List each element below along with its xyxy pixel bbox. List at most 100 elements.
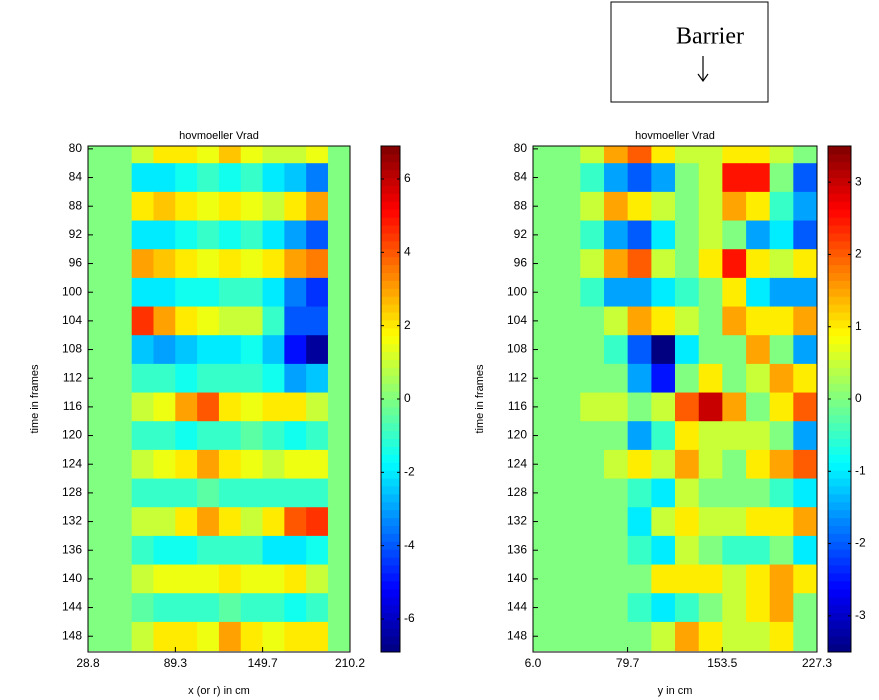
heat-cell [284, 507, 307, 537]
colorbar-step [381, 620, 400, 629]
colorbar-step [381, 644, 400, 653]
colorbar-tick-label: -2 [855, 536, 866, 550]
colorbar-step [381, 304, 400, 313]
heat-cell [284, 421, 307, 451]
heat-cell [604, 593, 629, 623]
y-tick-label: 148 [507, 628, 527, 642]
colorbar-tick-label: 1 [855, 319, 862, 333]
heat-cell [698, 478, 723, 508]
heat-cell [109, 249, 133, 279]
heat-cell [627, 593, 652, 623]
heat-cell [627, 249, 652, 279]
heat-cell [88, 163, 111, 193]
heat-cell [197, 335, 220, 365]
y-tick-label: 92 [514, 227, 528, 241]
heat-cell [327, 220, 350, 250]
heat-cell [580, 421, 605, 451]
heat-cell [580, 593, 605, 623]
colorbar-step [828, 319, 851, 329]
heat-cell [306, 449, 329, 480]
heat-cell [604, 146, 629, 164]
heat-cell [218, 277, 242, 308]
heat-cell [698, 535, 723, 566]
heat-cell [627, 220, 652, 250]
heat-cell [88, 535, 111, 566]
x-axis-label: x (or r) in cm [188, 685, 250, 697]
heat-cell [88, 220, 111, 250]
heat-cell [197, 306, 220, 336]
colorbar-step [828, 264, 851, 273]
heat-cell [306, 507, 329, 537]
heat-cell [580, 277, 605, 308]
heat-cell [722, 277, 747, 308]
heat-cell [197, 191, 220, 222]
heat-cell [580, 621, 605, 652]
heat-cell [769, 249, 794, 279]
heat-cell [197, 163, 220, 193]
heat-cell [88, 449, 111, 480]
colorbar-step [828, 478, 851, 487]
colorbar-step [381, 193, 400, 202]
heat-cell [769, 421, 794, 451]
heat-cell [746, 507, 771, 537]
x-axis-label: y in cm [658, 685, 693, 697]
y-tick-label: 96 [514, 256, 528, 270]
heat-cell [722, 507, 747, 537]
heat-cell [327, 363, 350, 394]
heat-cell [793, 621, 817, 652]
heat-cell [746, 449, 771, 480]
heat-cell [284, 449, 307, 480]
heat-cell [627, 449, 652, 480]
heat-cell [306, 421, 329, 451]
colorbar-step [828, 636, 851, 645]
heat-cell [604, 220, 629, 250]
heat-cell [284, 306, 307, 336]
colorbar-step [828, 422, 851, 432]
heat-cell [698, 564, 723, 594]
heat-cell [218, 593, 242, 623]
heat-cell [131, 421, 154, 451]
y-tick-label: 104 [62, 313, 82, 327]
colorbar-step [828, 580, 851, 590]
colorbar-step [828, 517, 851, 526]
heat-cell [556, 478, 581, 508]
heat-cell [675, 249, 700, 279]
heat-cell [262, 449, 285, 480]
heat-cell [109, 535, 133, 566]
heat-cell [175, 306, 198, 336]
colorbar-tick-label: 0 [855, 391, 862, 405]
colorbar-step [381, 296, 400, 305]
heat-cell [306, 392, 329, 422]
colorbar-step [381, 185, 400, 194]
heat-cell [746, 220, 771, 250]
colorbar-step [828, 225, 851, 234]
heat-cell [746, 163, 771, 193]
heat-cell [556, 392, 581, 422]
x-tick-label: 149.7 [248, 656, 278, 670]
heat-cell [262, 478, 285, 508]
heat-cell [175, 593, 198, 623]
colorbar-step [381, 256, 400, 266]
heat-cell [109, 163, 133, 193]
heat-cell [580, 507, 605, 537]
colorbar-step [828, 462, 851, 471]
heat-cell [175, 363, 198, 394]
heat-cell [175, 220, 198, 250]
heat-cell [556, 593, 581, 623]
heat-cell [240, 535, 264, 566]
heat-cell [197, 449, 220, 480]
y-tick-label: 116 [63, 399, 82, 413]
colorbar-step [828, 185, 851, 194]
heat-cell [262, 163, 285, 193]
heat-cell [651, 306, 676, 336]
heat-cell [197, 249, 220, 279]
colorbar-step [828, 509, 851, 519]
colorbar-step [828, 256, 851, 266]
heat-cell [556, 335, 581, 365]
colorbar-step [828, 454, 851, 463]
heat-cell [306, 335, 329, 365]
heat-cell [109, 306, 133, 336]
heat-cell [722, 335, 747, 365]
colorbar-step [828, 209, 851, 218]
heat-cell [327, 146, 350, 164]
